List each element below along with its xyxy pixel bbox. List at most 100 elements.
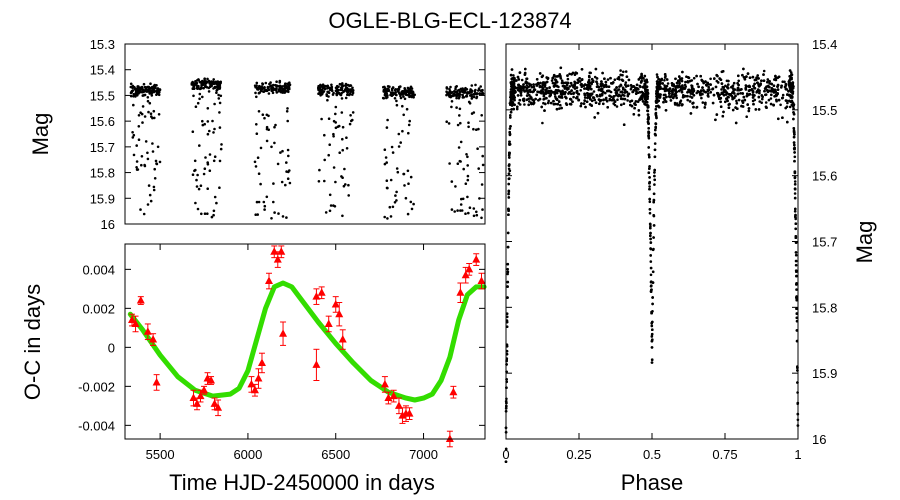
phased-point	[734, 94, 737, 98]
light-curve-point	[216, 83, 219, 87]
phased-point	[647, 134, 650, 137]
light-curve-point	[323, 158, 327, 162]
light-curve-point	[480, 114, 484, 117]
light-curve-point	[467, 100, 471, 104]
phased-point	[650, 335, 654, 338]
light-curve-point	[351, 91, 355, 95]
light-curve-point	[285, 161, 288, 164]
light-curve-point	[340, 91, 343, 95]
light-curve-point	[219, 147, 223, 151]
phased-point	[753, 82, 756, 86]
phased-point	[740, 88, 743, 91]
phased-point	[794, 269, 798, 273]
light-curve-point	[216, 80, 220, 83]
phased-point	[571, 100, 574, 103]
phased-point	[793, 155, 797, 159]
light-curve-point	[132, 153, 136, 157]
light-curve-point	[475, 128, 478, 131]
phased-point	[593, 75, 597, 79]
o-c-y-tick-label: 0.002	[82, 301, 115, 316]
phased-point	[608, 89, 611, 93]
phased-point	[722, 93, 726, 97]
light-curve-point	[263, 204, 267, 208]
phased-point	[731, 91, 734, 94]
phased-point	[718, 77, 721, 80]
light-curve-point	[340, 111, 344, 114]
phased-point	[522, 89, 525, 92]
phased-point	[653, 171, 656, 174]
light-curve-point	[146, 157, 150, 161]
light-curve-point	[280, 90, 283, 94]
light-curve-point	[470, 84, 474, 87]
phased-point	[541, 87, 545, 91]
phased-point	[746, 103, 749, 106]
phased-point	[777, 75, 781, 79]
phased-point	[506, 285, 509, 288]
light-curve-point	[257, 110, 261, 113]
phased-point	[645, 101, 649, 104]
phased-point	[619, 69, 622, 72]
light-curve-point	[466, 195, 469, 199]
phased-point	[528, 100, 531, 103]
light-curve-point	[201, 119, 204, 123]
phased-point	[656, 99, 660, 103]
phased-point	[650, 346, 654, 349]
phased-point	[602, 102, 605, 106]
phased-point	[512, 96, 515, 99]
phased-point	[644, 86, 647, 89]
phased-point	[696, 82, 699, 86]
light-curve-point	[262, 200, 266, 204]
phased-point	[760, 101, 763, 104]
phased-point	[793, 183, 797, 186]
phased-point	[719, 105, 723, 108]
phased-point	[692, 101, 695, 105]
light-curve-point	[193, 169, 196, 173]
phased-point	[751, 96, 755, 99]
o-c-point	[331, 299, 340, 308]
phased-point	[590, 104, 593, 107]
phased-point	[510, 91, 513, 95]
phased-point	[583, 99, 586, 102]
o-c-point	[136, 296, 145, 304]
phased-point	[512, 80, 516, 83]
light-curve-point	[318, 168, 321, 172]
light-curve-point	[475, 92, 479, 96]
phased-point	[545, 80, 549, 84]
light-curve-point	[135, 144, 138, 147]
phased-point	[606, 78, 610, 81]
phased-point	[795, 298, 798, 302]
phased-point	[617, 76, 621, 79]
phased-point	[737, 79, 740, 83]
phased-point	[561, 89, 564, 93]
phased-point	[549, 89, 553, 93]
phased-point	[653, 183, 656, 186]
phased-point	[620, 78, 624, 82]
phased-point	[508, 140, 511, 144]
phased-point	[684, 80, 687, 84]
phased-point	[516, 94, 520, 97]
phased-point	[633, 106, 636, 110]
light-curve-point	[255, 200, 259, 204]
phased-point	[668, 90, 671, 93]
light-curve-point	[263, 116, 266, 120]
light-curve-point	[386, 95, 389, 99]
phased-point	[793, 147, 796, 151]
phased-point	[651, 248, 655, 252]
phased-point	[724, 90, 727, 93]
light-curve-point	[323, 133, 326, 137]
phased-point	[757, 95, 761, 99]
light-curve-point	[461, 89, 465, 92]
light-curve-point	[212, 78, 215, 81]
phased-point	[619, 73, 622, 77]
light-curve-point	[404, 196, 408, 200]
phased-point	[595, 94, 599, 97]
phased-point	[739, 92, 742, 95]
phased-point	[597, 88, 601, 92]
phased-point	[526, 91, 530, 95]
phased-point	[527, 93, 531, 97]
phased-point	[603, 85, 606, 89]
phased-point	[538, 85, 542, 89]
phased-point	[711, 101, 715, 105]
phased-point	[672, 84, 675, 88]
phased-point	[746, 72, 750, 75]
